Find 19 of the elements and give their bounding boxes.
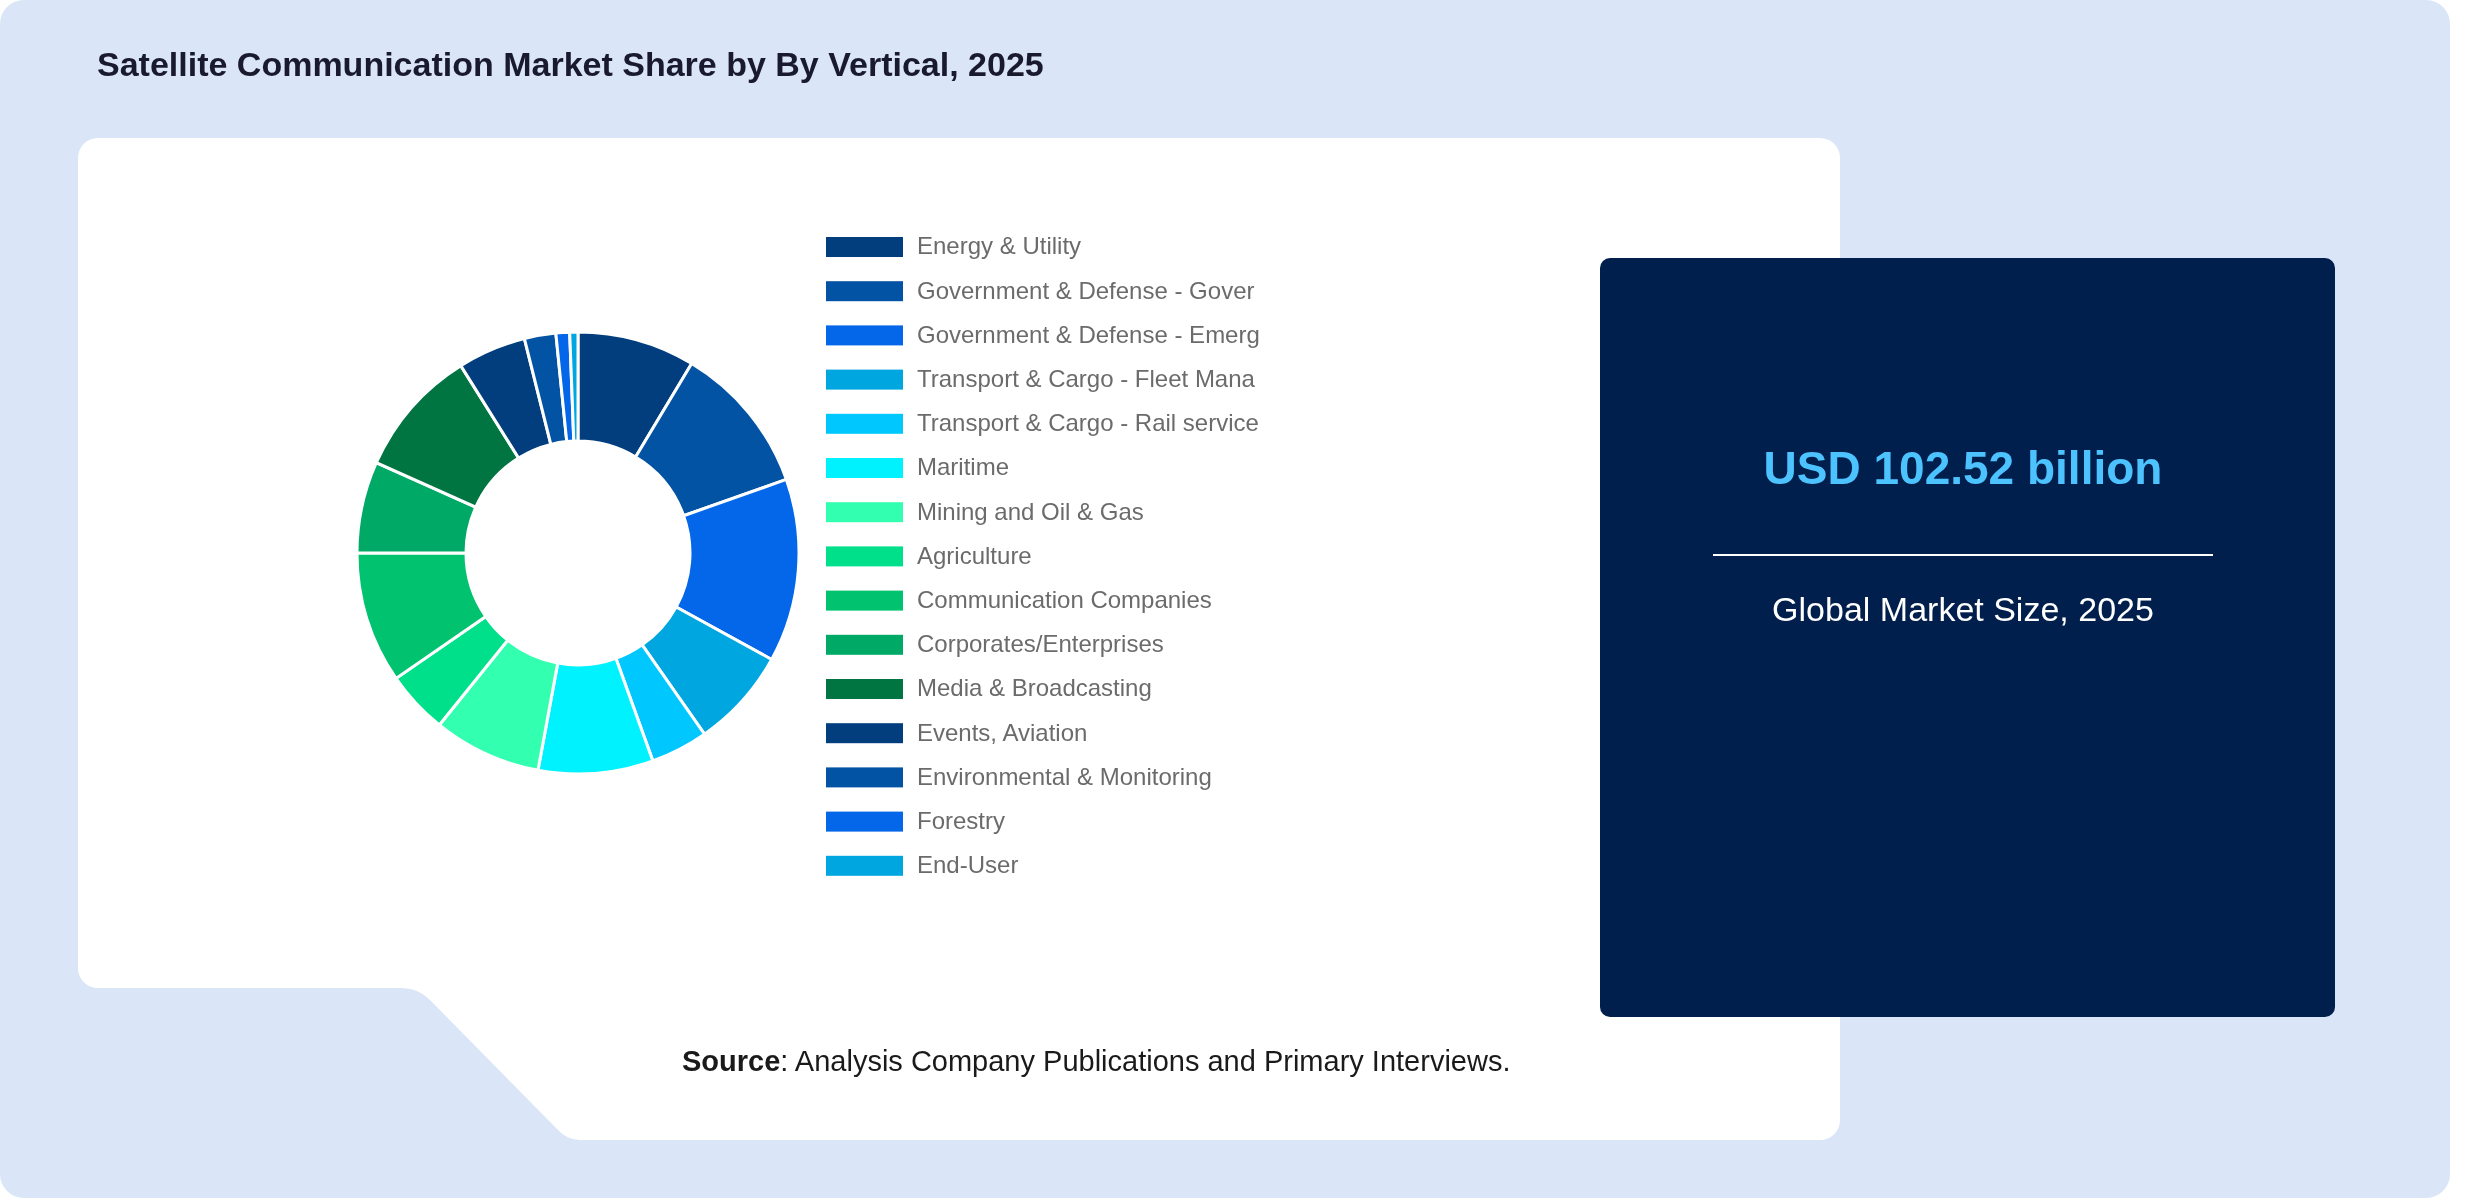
text: Global Market Size, 2025 <box>1772 589 2154 628</box>
legend-label: Corporates/Enterprises <box>917 630 1164 658</box>
legend-label: Government & Defense - Gover <box>917 276 1255 304</box>
legend-label: Agriculture <box>917 541 1032 569</box>
text: USD 102.52 billion <box>1763 442 2163 495</box>
legend-label: Transport & Cargo - Rail service <box>917 409 1259 437</box>
legend-label: Energy & Utility <box>917 232 1082 260</box>
legend-label: Forestry <box>917 806 1006 834</box>
source-note: Source: Analysis Company Publications and Primary Interviews. <box>682 1044 1511 1077</box>
legend-label: Government & Defense - Emerg <box>917 320 1260 348</box>
legend-label: Communication Companies <box>917 585 1212 613</box>
legend-label: Mining and Oil & Gas <box>917 497 1144 525</box>
legend-label: Maritime <box>917 453 1010 481</box>
legend-label: Environmental & Monitoring <box>917 762 1212 790</box>
chart-title: Satellite Communication Market Share by By Vertical, 2025 <box>97 45 1044 83</box>
legend-label: Transport & Cargo - Fleet Mana <box>917 364 1256 392</box>
legend-label: Media & Broadcasting <box>917 674 1152 702</box>
legend-label: End-User <box>917 851 1019 879</box>
legend-label: Events, Aviation <box>917 718 1088 746</box>
